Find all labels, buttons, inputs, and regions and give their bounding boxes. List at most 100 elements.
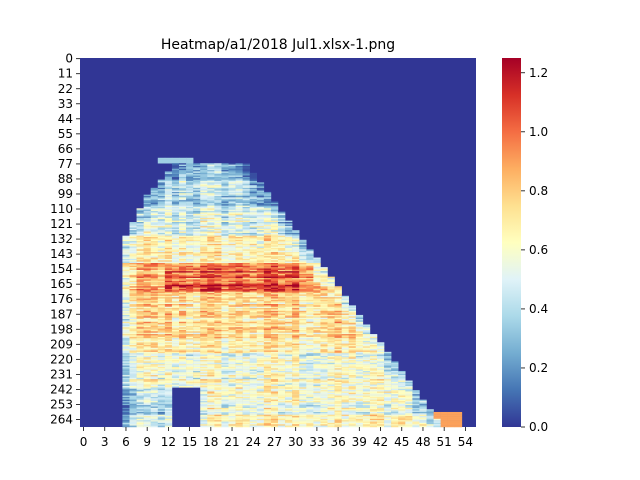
heatmap-cell bbox=[313, 362, 321, 365]
heatmap-cell bbox=[256, 215, 265, 217]
heatmap-cell bbox=[270, 332, 279, 335]
heatmap-cell bbox=[200, 183, 208, 186]
heatmap-cell bbox=[285, 280, 293, 283]
heatmap-cell bbox=[242, 256, 250, 258]
heatmap-cell bbox=[179, 181, 187, 183]
heatmap-cell bbox=[171, 351, 180, 354]
heatmap-cell bbox=[313, 320, 321, 323]
heatmap-cell bbox=[221, 194, 229, 197]
heatmap-cell bbox=[285, 223, 293, 225]
heatmap-cell bbox=[186, 185, 194, 187]
heatmap-cell bbox=[143, 241, 151, 243]
heatmap-cell bbox=[341, 387, 349, 389]
heatmap-cell bbox=[200, 317, 208, 320]
heatmap-cell bbox=[405, 386, 413, 388]
heatmap-cell bbox=[157, 331, 166, 333]
heatmap-cell bbox=[249, 224, 258, 227]
heatmap-cell bbox=[263, 213, 272, 216]
heatmap-cell bbox=[256, 388, 265, 391]
heatmap-cell bbox=[320, 358, 328, 361]
heatmap-cell bbox=[270, 396, 279, 399]
heatmap-cell bbox=[143, 217, 151, 220]
heatmap-cell bbox=[171, 264, 180, 266]
heatmap-cell bbox=[320, 316, 328, 318]
heatmap-cell bbox=[157, 238, 166, 241]
heatmap-cell bbox=[186, 288, 194, 291]
heatmap-cell bbox=[327, 328, 335, 331]
heatmap-cell bbox=[369, 355, 378, 358]
heatmap-cell bbox=[164, 316, 173, 318]
heatmap-cell bbox=[179, 361, 187, 364]
heatmap-cell bbox=[235, 302, 243, 305]
heatmap-cell bbox=[179, 316, 187, 318]
heatmap-cell bbox=[150, 196, 159, 198]
heatmap-cell bbox=[235, 234, 243, 236]
heatmap-cell bbox=[278, 291, 286, 294]
heatmap-cell bbox=[129, 316, 137, 318]
heatmap-cell bbox=[122, 246, 130, 249]
heatmap-cell bbox=[221, 384, 229, 387]
heatmap-cell bbox=[207, 343, 215, 346]
heatmap-cell bbox=[334, 355, 342, 358]
heatmap-cell bbox=[157, 159, 166, 161]
heatmap-cell bbox=[136, 282, 144, 284]
heatmap-cell bbox=[270, 364, 279, 366]
heatmap-cell bbox=[193, 198, 201, 201]
heatmap-cell bbox=[221, 324, 229, 327]
heatmap-cell bbox=[249, 258, 258, 261]
heatmap-cell bbox=[171, 163, 180, 165]
heatmap-cell bbox=[157, 157, 166, 160]
heatmap-cell bbox=[129, 377, 137, 380]
heatmap-cell bbox=[278, 216, 286, 219]
heatmap-cell bbox=[122, 329, 130, 332]
heatmap-cell bbox=[157, 297, 166, 299]
heatmap-cell bbox=[214, 275, 222, 277]
heatmap-cell bbox=[136, 234, 144, 236]
heatmap-cell bbox=[136, 357, 144, 359]
heatmap-cell bbox=[179, 323, 187, 325]
heatmap-cell bbox=[179, 220, 187, 223]
heatmap-cell bbox=[214, 187, 222, 190]
heatmap-cell bbox=[221, 302, 229, 305]
heatmap-cell bbox=[235, 355, 243, 358]
heatmap-cell bbox=[398, 373, 406, 376]
heatmap-cell bbox=[186, 349, 194, 351]
heatmap-cell bbox=[157, 245, 166, 247]
heatmap-cell bbox=[278, 338, 286, 340]
heatmap-cell bbox=[285, 364, 293, 366]
heatmap-cell bbox=[327, 316, 335, 318]
heatmap-cell bbox=[249, 198, 258, 201]
heatmap-cell bbox=[320, 394, 328, 396]
heatmap-cell bbox=[136, 379, 144, 381]
heatmap-cell bbox=[306, 309, 314, 312]
heatmap-cell bbox=[341, 316, 349, 318]
heatmap-cell bbox=[228, 365, 236, 368]
heatmap-cell bbox=[207, 242, 215, 245]
heatmap-cell bbox=[150, 312, 159, 314]
heatmap-cell bbox=[157, 212, 166, 215]
heatmap-cell bbox=[285, 246, 293, 249]
heatmap-cell bbox=[292, 336, 300, 339]
heatmap-cell bbox=[362, 362, 371, 365]
heatmap-cell bbox=[122, 395, 130, 398]
heatmap-cell bbox=[214, 174, 222, 176]
heatmap-cell bbox=[369, 334, 378, 336]
heatmap-cell bbox=[164, 349, 173, 351]
heatmap-cell bbox=[136, 302, 144, 305]
heatmap-cell bbox=[164, 159, 173, 161]
heatmap-cell bbox=[355, 360, 364, 362]
heatmap-cell bbox=[143, 237, 151, 239]
heatmap-cell bbox=[171, 293, 180, 295]
heatmap-cell bbox=[193, 284, 201, 287]
heatmap-cell bbox=[122, 368, 130, 370]
heatmap-cell bbox=[306, 328, 314, 331]
heatmap-cell bbox=[256, 217, 265, 220]
heatmap-cell bbox=[221, 347, 229, 350]
heatmap-cell bbox=[341, 372, 349, 374]
heatmap-cell bbox=[384, 368, 392, 370]
heatmap-cell bbox=[186, 257, 194, 260]
heatmap-cell bbox=[285, 304, 293, 306]
heatmap-cell bbox=[143, 398, 151, 400]
heatmap-cell bbox=[179, 182, 187, 184]
heatmap-cell bbox=[299, 276, 307, 279]
